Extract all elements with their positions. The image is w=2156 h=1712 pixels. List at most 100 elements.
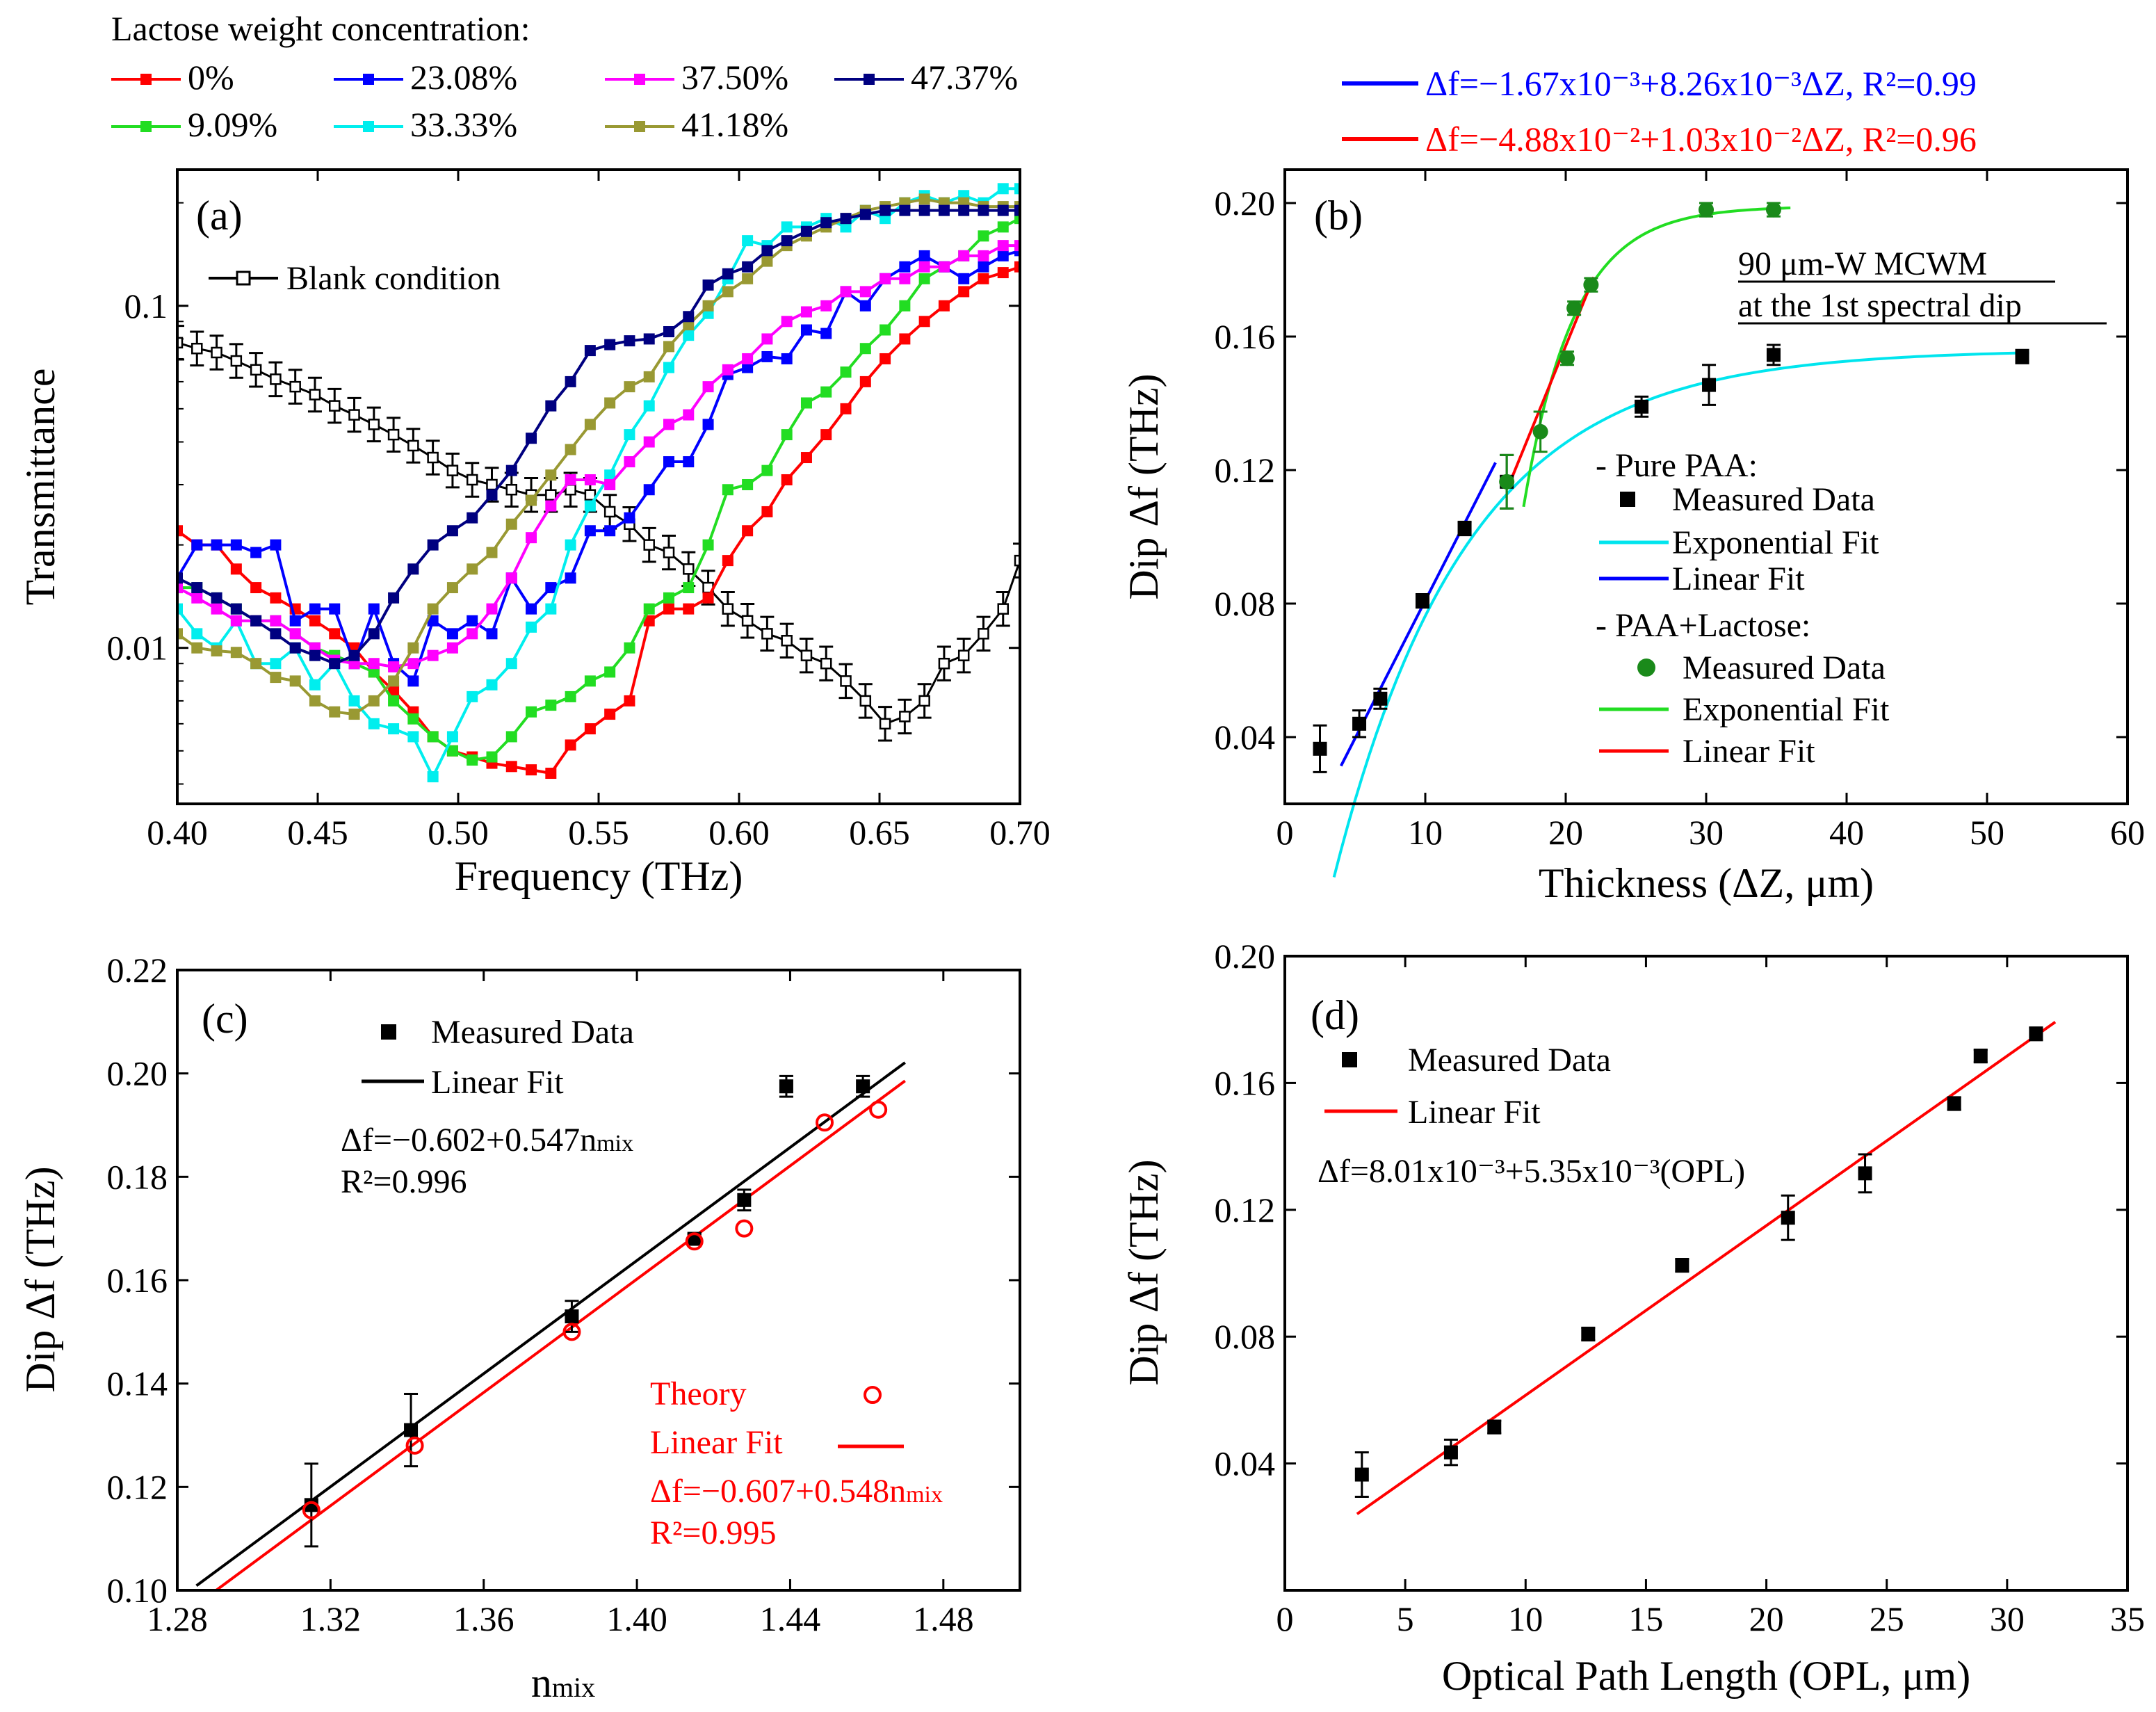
- plot-frame-d: [1283, 955, 2129, 1592]
- c-theory-point: [816, 1113, 834, 1132]
- x-axis-label-d: Optical Path Length (OPL, μm): [1442, 1653, 1970, 1699]
- eq-c2-sub: mix: [906, 1482, 943, 1508]
- a-series-point: [565, 539, 576, 551]
- a-blank-point: [722, 603, 734, 615]
- a-series-point: [584, 675, 596, 687]
- a-series-point: [918, 316, 930, 328]
- x-axis-label-a: Frequency (THz): [455, 853, 743, 899]
- a-series-point: [683, 330, 695, 341]
- b-y-tick-label: 0.08: [1215, 584, 1276, 623]
- b-exp-fit-lactose: [1522, 207, 1791, 508]
- a-series-point: [1014, 261, 1020, 273]
- y-axis-label-a: Transmittance: [17, 368, 63, 605]
- d-x-tick-label: 30: [1990, 1599, 2025, 1638]
- d-measured-point: [1581, 1327, 1596, 1341]
- a-series-point: [643, 603, 655, 615]
- a-legend-marker: [140, 74, 152, 85]
- legend-b-exp2: Exponential Fit: [1683, 691, 1890, 728]
- a-series-point: [486, 547, 498, 558]
- a-series-point: [643, 615, 655, 627]
- a-series-point: [191, 628, 203, 640]
- b-x-tick-label: 20: [1548, 813, 1583, 852]
- a-series-point: [742, 525, 754, 537]
- a-series-point: [958, 250, 970, 261]
- d-x-tick-label: 35: [2110, 1599, 2145, 1638]
- a-series-point: [663, 341, 674, 353]
- legend-b-circle-marker: [1637, 659, 1655, 677]
- a-series-point: [761, 333, 773, 345]
- panel-label-b: (b): [1314, 193, 1363, 239]
- a-series-point: [742, 478, 754, 490]
- a-legend-marker: [363, 121, 374, 132]
- a-series-point: [407, 658, 419, 670]
- b-x-tick-label: 10: [1408, 813, 1443, 852]
- a-series-point: [545, 469, 557, 481]
- a-series-point: [427, 771, 439, 783]
- a-series-point: [565, 739, 576, 751]
- a-blank-point: [309, 389, 321, 401]
- a-x-tick-label: 0.55: [568, 813, 629, 852]
- a-blank-point: [466, 474, 478, 486]
- legend-c-theory: Theory: [650, 1375, 747, 1412]
- a-series-point: [230, 647, 242, 659]
- a-legend-marker: [363, 74, 374, 85]
- a-series-point: [643, 400, 655, 412]
- r2-c1: R²=0.996: [341, 1163, 467, 1200]
- panel-label-a: (a): [196, 193, 243, 239]
- a-series-point: [309, 603, 321, 615]
- a-blank-point: [781, 635, 793, 647]
- a-series-point: [997, 221, 1009, 233]
- blank-legend-marker: [236, 270, 251, 286]
- b-linear-fit-paa: [1340, 462, 1497, 767]
- c-measured-point: [565, 1309, 579, 1324]
- a-series-point: [505, 658, 517, 670]
- a-series-point: [407, 642, 419, 654]
- a-blank-point: [938, 657, 950, 670]
- b-lactose-point: [1559, 350, 1575, 366]
- a-series-point: [388, 675, 400, 687]
- a-series-point: [978, 204, 989, 216]
- a-series-point: [505, 761, 517, 773]
- eq-c1-sub: mix: [597, 1131, 633, 1156]
- a-series-point: [584, 474, 596, 485]
- legend-b-group2: - PAA+Lactose:: [1596, 607, 1810, 644]
- concentration-legend: 0% 9.09% 23.08% 33.33% 37.50% 41.18% 47.37%: [111, 58, 1018, 144]
- a-series-point: [486, 603, 498, 615]
- a-blank-point: [545, 489, 557, 501]
- a-series-point: [211, 645, 222, 657]
- a-series-point: [663, 592, 674, 604]
- d-measured-point: [1675, 1258, 1689, 1273]
- b-x-tick-label: 60: [2110, 813, 2145, 852]
- a-series-point: [643, 371, 655, 382]
- c-y-tick-label: 0.16: [107, 1261, 168, 1300]
- a-series-point: [584, 723, 596, 735]
- a-blank-point: [328, 400, 341, 412]
- a-series-point: [604, 469, 616, 481]
- a-series-point: [663, 419, 674, 430]
- a-blank-point: [978, 628, 989, 640]
- a-x-tick-label: 0.40: [147, 813, 208, 852]
- a-series-point: [177, 572, 183, 584]
- a-series-point: [761, 506, 773, 517]
- panel-label-d: (d): [1311, 992, 1359, 1038]
- a-series-point: [938, 300, 950, 312]
- c-y-tick-label: 0.10: [107, 1571, 168, 1610]
- a-series-point: [329, 706, 341, 718]
- panel-b: Δf=−1.67x10⁻³+8.26x10⁻³ΔZ, R²=0.99 Δf=−4…: [1121, 64, 2145, 906]
- a-series-point: [230, 539, 242, 551]
- a-series-point: [446, 525, 458, 537]
- a-series-point: [899, 300, 911, 312]
- a-series-point: [505, 465, 517, 476]
- a-x-tick-label: 0.70: [989, 813, 1051, 852]
- a-series-point: [191, 592, 203, 604]
- a-blank-point: [270, 373, 282, 385]
- a-series-point: [899, 273, 911, 284]
- a-series-point: [446, 642, 458, 654]
- a-series-point: [840, 403, 852, 414]
- a-blank-point: [859, 695, 872, 707]
- a-x-tick-label: 0.60: [708, 813, 770, 852]
- a-blank-point: [584, 489, 597, 501]
- legend-b-lin2: Linear Fit: [1683, 733, 1815, 770]
- a-series-point: [781, 353, 793, 364]
- a-series-point: [388, 685, 400, 697]
